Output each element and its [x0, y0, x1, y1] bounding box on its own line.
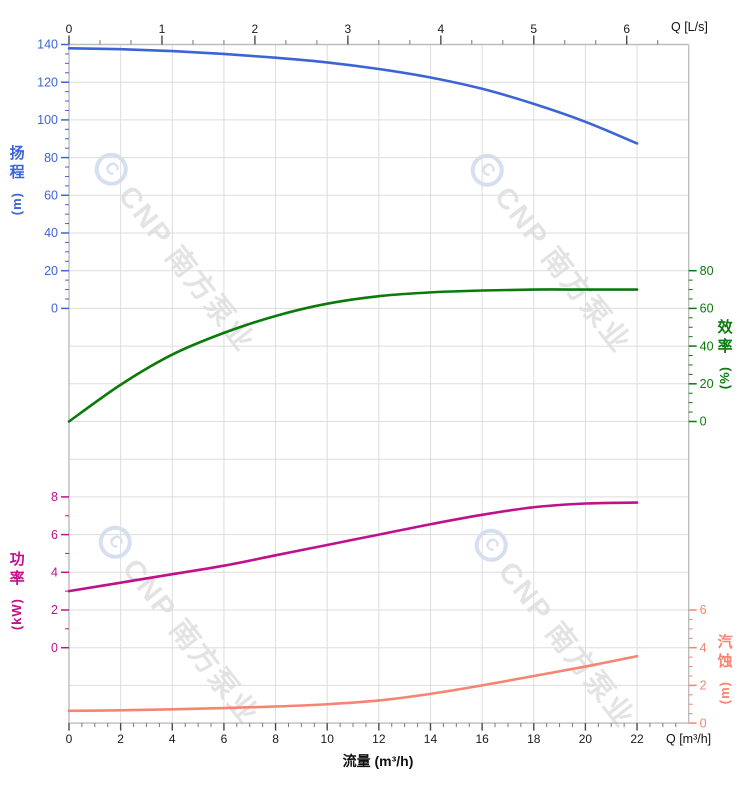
- npsh-axis-title: 汽蚀 (m): [717, 634, 733, 704]
- power-title-char: 功: [9, 551, 25, 568]
- npsh-title-char: 汽: [717, 634, 733, 651]
- bottom-axis-tick-label: 6: [221, 732, 228, 746]
- head-axis-tick-label: 140: [37, 38, 58, 52]
- efficiency-title-char: 率: [717, 337, 733, 355]
- efficiency-axis-tick-label: 0: [700, 415, 707, 429]
- top-axis-tick-label: 2: [252, 22, 259, 36]
- q-m3h-unit-label: Q [m³/h]: [666, 732, 712, 746]
- head-axis-tick-label: 80: [44, 151, 58, 165]
- bottom-axis-tick-label: 10: [321, 732, 335, 746]
- head-axis-tick-label: 40: [44, 226, 58, 240]
- npsh-axis-tick-label: 6: [700, 603, 707, 617]
- power-curve: [67, 501, 639, 593]
- efficiency-axis-tick-label: 20: [700, 377, 714, 391]
- npsh-title-unit: (m): [717, 680, 732, 704]
- head-axis-tick-label: 20: [44, 264, 58, 278]
- power-axis-tick-label: 4: [51, 566, 58, 580]
- bottom-axis-tick-label: 16: [475, 732, 489, 746]
- bottom-axis-tick-label: 4: [169, 732, 176, 746]
- efficiency-axis-title: 效率 (%): [717, 319, 733, 389]
- flow-axis-title: 流量 (m³/h): [342, 753, 414, 769]
- head-axis-tick-label: 60: [44, 189, 58, 203]
- efficiency-curve: [67, 288, 639, 423]
- power-axis-tick-label: 8: [51, 490, 58, 504]
- bottom-axis-tick-label: 22: [630, 732, 644, 746]
- bottom-axis-tick-label: 12: [372, 732, 386, 746]
- bottom-axis-tick-label: 20: [579, 732, 593, 746]
- power-axis-tick-label: 0: [51, 641, 58, 655]
- top-axis-tick-label: 6: [623, 22, 630, 36]
- bottom-axis-tick-label: 0: [66, 732, 73, 746]
- efficiency-axis-tick-label: 40: [700, 339, 714, 353]
- efficiency-title-unit: (%): [717, 365, 732, 389]
- npsh-axis-tick-label: 4: [700, 641, 707, 655]
- head-title-char: 程: [9, 163, 25, 181]
- bottom-axis-tick-label: 18: [527, 732, 541, 746]
- efficiency-axis-tick-label: 80: [700, 264, 714, 278]
- npsh-curve: [67, 654, 639, 713]
- npsh-title-char: 蚀: [717, 652, 733, 670]
- head-title-unit: (m): [9, 191, 24, 215]
- head-axis-tick-label: 100: [37, 113, 58, 127]
- power-title-char: 率: [9, 569, 25, 587]
- efficiency-title-char: 效: [717, 319, 733, 336]
- top-axis-tick-label: 5: [530, 22, 537, 36]
- top-axis-tick-label: 4: [437, 22, 444, 36]
- power-axis-tick-label: 2: [51, 603, 58, 617]
- bottom-axis-tick-label: 14: [424, 732, 438, 746]
- head-axis-tick-label: 0: [51, 302, 58, 316]
- power-axis-tick-label: 6: [51, 528, 58, 542]
- top-axis-tick-label: 0: [66, 22, 73, 36]
- power-axis-title: 功率 (kW): [9, 551, 25, 630]
- head-title-char: 扬: [9, 145, 25, 162]
- q-lps-unit-label: Q [L/s]: [671, 20, 708, 34]
- npsh-axis-tick-label: 2: [700, 679, 707, 693]
- power-title-unit: (kW): [9, 597, 24, 630]
- bottom-axis-tick-label: 2: [117, 732, 124, 746]
- npsh-axis-tick-label: 0: [700, 716, 707, 730]
- head-axis-tick-label: 120: [37, 75, 58, 89]
- top-axis-tick-label: 3: [345, 22, 352, 36]
- head-axis-title: 扬程 (m): [9, 145, 25, 215]
- top-axis-tick-label: 1: [159, 22, 166, 36]
- bottom-axis-tick-label: 8: [272, 732, 279, 746]
- efficiency-axis-tick-label: 60: [700, 302, 714, 316]
- head-curve: [67, 46, 639, 145]
